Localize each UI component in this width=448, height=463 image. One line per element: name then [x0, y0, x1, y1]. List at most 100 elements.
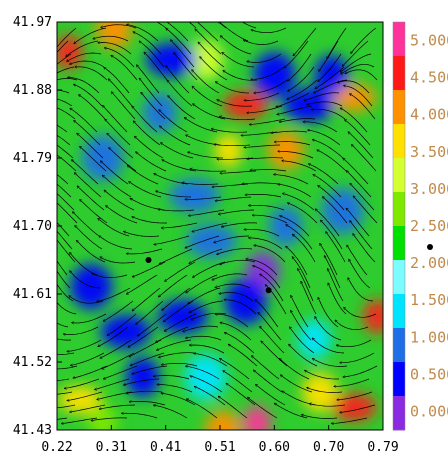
- streamline: [312, 338, 345, 354]
- colorbar-swatch: [393, 124, 405, 159]
- streamline: [93, 35, 129, 42]
- streamline: [57, 338, 72, 341]
- colorbar-label: 0.500: [410, 365, 448, 383]
- streamline: [315, 66, 345, 89]
- streamline: [57, 230, 73, 250]
- streamline: [73, 365, 108, 378]
- field-hotspot: [332, 393, 377, 422]
- y-tick-label: 41.88: [13, 83, 52, 98]
- streamline: [279, 118, 316, 122]
- streamline: [99, 404, 136, 409]
- streamline: [215, 283, 251, 288]
- streamline: [309, 404, 346, 407]
- streamline: [308, 130, 341, 146]
- x-tick-label: 0.60: [259, 440, 290, 455]
- streamline: [195, 29, 222, 55]
- colorbar-dot: [427, 244, 433, 250]
- streamline: [111, 55, 138, 81]
- colorbar-swatch: [393, 56, 405, 91]
- colorbar-label: 2.500: [410, 217, 448, 235]
- streamline: [298, 269, 314, 302]
- streamline: [194, 386, 226, 406]
- streamline: [174, 53, 198, 81]
- streamline: [349, 259, 371, 289]
- colorbar-frame: [392, 21, 406, 431]
- streamline: [57, 89, 70, 94]
- streamline: [211, 129, 248, 133]
- streamline: [327, 27, 347, 59]
- streamline: [249, 118, 286, 125]
- streamline: [132, 217, 167, 224]
- streamline: [154, 235, 190, 245]
- streamline: [91, 417, 128, 421]
- streamline: [70, 352, 105, 366]
- colorbar-label: 2.000: [410, 254, 448, 272]
- streamline: [219, 293, 254, 302]
- streamline: [337, 391, 373, 400]
- colorbar: 0.000 0.500 1.000 1.500 2.000 2.500 3.000 3.500…: [392, 21, 448, 431]
- field-hotspot: [184, 354, 227, 401]
- streamline: [69, 296, 104, 304]
- streamline: [189, 300, 224, 313]
- colorbar-label: 5.000: [410, 32, 448, 50]
- scalar-field: [57, 22, 383, 430]
- streamline: [324, 256, 341, 289]
- streamline: [318, 298, 339, 328]
- y-tick-label: 41.70: [13, 219, 52, 234]
- streamline: [261, 341, 288, 367]
- field-hotspot: [187, 39, 224, 80]
- streamline: [340, 352, 375, 363]
- streamline: [99, 236, 133, 250]
- field-hotspot: [96, 22, 133, 50]
- streamline: [243, 40, 279, 45]
- streamline: [132, 287, 161, 311]
- streamline: [284, 40, 309, 68]
- streamline: [166, 28, 192, 55]
- streamline: [245, 195, 282, 198]
- streamline: [57, 183, 72, 198]
- streamline: [104, 190, 135, 211]
- streamline: [80, 200, 108, 224]
- x-tick-label: 0.51: [204, 440, 235, 455]
- streamline: [166, 22, 189, 42]
- point-markers: [145, 257, 272, 294]
- colorbar-swatch: [393, 226, 405, 261]
- streamline: [222, 52, 255, 68]
- streamline: [157, 384, 193, 393]
- streamline: [340, 108, 368, 133]
- streamline: [188, 22, 197, 29]
- streamline: [280, 359, 310, 380]
- streamline: [188, 287, 221, 304]
- streamline: [153, 376, 190, 380]
- streamline: [290, 327, 315, 354]
- streamline: [228, 344, 258, 367]
- streamline: [127, 24, 159, 42]
- y-tick-label: 41.43: [13, 423, 52, 438]
- colorbar-swatch: [393, 328, 405, 363]
- streamline: [319, 40, 339, 71]
- streamline: [218, 22, 249, 42]
- streamline: [168, 96, 196, 120]
- streamline: [219, 117, 256, 121]
- streamline: [254, 370, 283, 393]
- streamline: [132, 365, 168, 374]
- streamline: [159, 274, 188, 297]
- colorbar-label: 3.500: [410, 143, 448, 161]
- streamline: [244, 92, 280, 100]
- streamline: [57, 78, 78, 81]
- streamline: [136, 300, 164, 324]
- x-axis-ticks: 0.22 0.31 0.41 0.51 0.60 0.70 0.79: [41, 425, 399, 455]
- streamline: [249, 205, 285, 211]
- field-hotspot: [223, 91, 268, 120]
- streamline: [223, 71, 258, 81]
- streamline: [72, 160, 99, 185]
- streamline: [191, 312, 227, 320]
- streamline: [215, 196, 252, 201]
- streamline: [57, 107, 76, 120]
- streamline: [288, 203, 318, 224]
- streamline: [104, 67, 130, 94]
- streamline: [251, 66, 285, 79]
- streamline: [350, 221, 373, 250]
- colorbar-swatch: [393, 158, 405, 193]
- field-hotspot: [146, 42, 197, 77]
